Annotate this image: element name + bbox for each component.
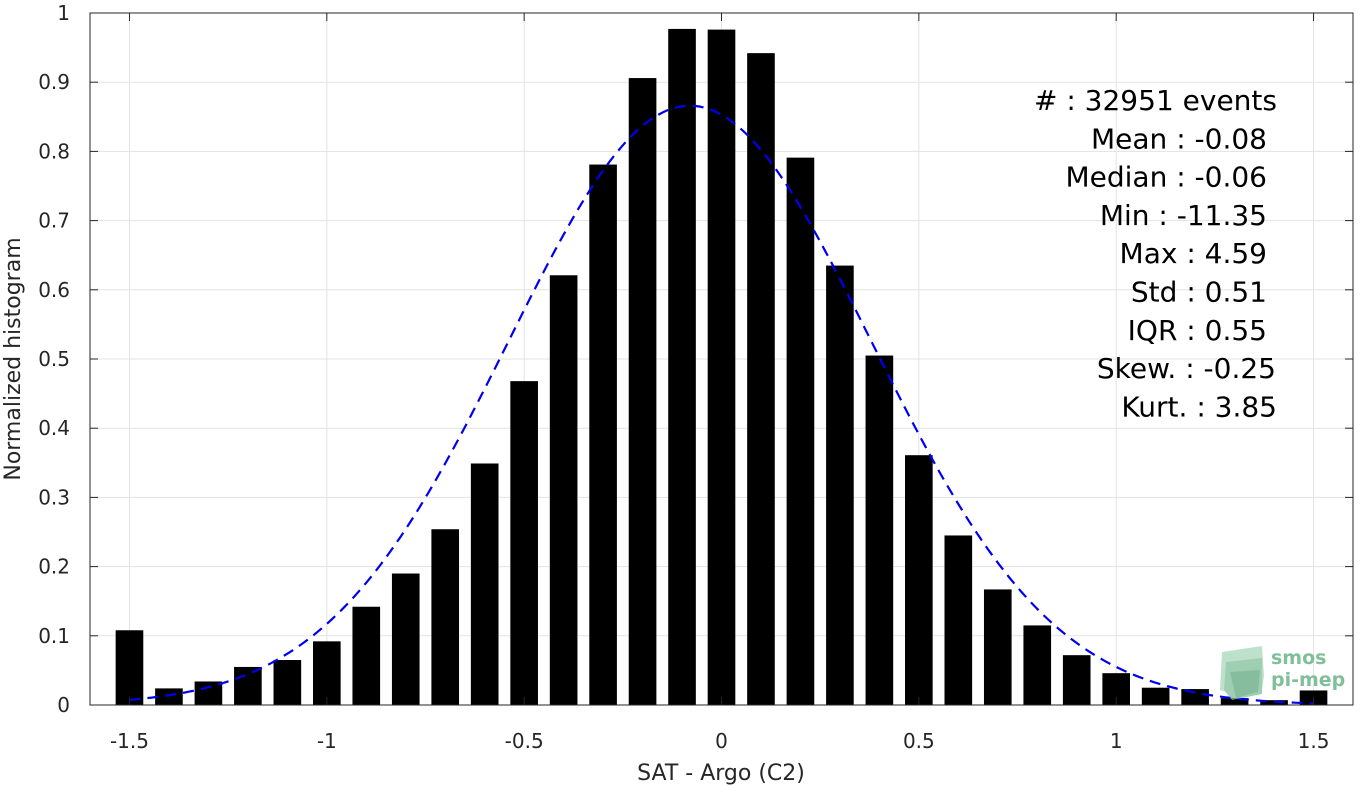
y-tick-label: 0.5 — [38, 347, 70, 371]
histogram-bar — [826, 265, 854, 705]
histogram-bar — [234, 666, 262, 705]
histogram-bar — [549, 275, 578, 705]
y-tick-label: 1 — [57, 1, 70, 25]
y-tick-label: 0.6 — [38, 278, 70, 302]
histogram-bar — [1023, 625, 1052, 705]
histogram-bar — [391, 573, 420, 705]
y-axis-ticks: 0 0.1 0.2 0.3 0.4 0.5 0.6 0.7 0.8 0.9 1 — [38, 1, 1353, 717]
stat-line: # : 32951 events — [1034, 84, 1277, 117]
histogram-bar — [1220, 698, 1249, 705]
histogram-bar — [944, 535, 973, 705]
stat-line: Min : -11.35 — [1100, 199, 1267, 232]
y-tick-label: 0.8 — [38, 139, 70, 163]
histogram-bar — [786, 157, 815, 706]
stat-line: Max : 4.59 — [1120, 237, 1267, 270]
histogram-bar — [1141, 687, 1170, 705]
stat-line: Median : -0.06 — [1065, 161, 1267, 194]
y-tick-label: 0.1 — [38, 624, 70, 648]
histogram-bar — [628, 78, 657, 706]
histogram-bar — [115, 630, 144, 705]
smos-pimep-logo: smos pi-mep — [1220, 646, 1345, 700]
x-tick-label: -1.5 — [110, 729, 149, 753]
histogram-bar — [1062, 655, 1091, 705]
histogram-bar — [747, 53, 775, 706]
x-tick-label: 1 — [1110, 729, 1123, 753]
histogram-bar — [470, 463, 499, 705]
histogram-bar — [273, 660, 302, 705]
logo-text-line2: pi-mep — [1271, 669, 1345, 691]
histogram-bars — [115, 28, 1328, 706]
y-tick-label: 0.9 — [38, 70, 70, 94]
stat-line: IQR : 0.55 — [1128, 314, 1267, 347]
histogram-bar — [155, 688, 183, 705]
x-axis-ticks: -1.5 -1 -0.5 0 0.5 1 1.5 — [110, 13, 1329, 753]
x-tick-label: -1 — [317, 729, 337, 753]
histogram-bar — [1181, 689, 1209, 705]
histogram-bar — [589, 164, 617, 706]
stat-line: Mean : -0.08 — [1091, 122, 1267, 155]
stat-line: Std : 0.51 — [1131, 276, 1267, 309]
y-tick-label: 0.2 — [38, 555, 70, 579]
histogram-bar — [983, 589, 1012, 705]
histogram-bar — [905, 455, 933, 705]
x-axis-label: SAT - Argo (C2) — [637, 761, 805, 786]
histogram-bar — [312, 641, 341, 705]
x-tick-label: 0.5 — [903, 729, 935, 753]
x-tick-label: -0.5 — [505, 729, 544, 753]
stat-line: Kurt. : 3.85 — [1121, 390, 1277, 423]
histogram-bar — [510, 381, 538, 705]
histogram-bar — [352, 606, 381, 705]
y-tick-label: 0.4 — [38, 416, 70, 440]
logo-text-line1: smos — [1271, 647, 1326, 669]
y-tick-label: 0.3 — [38, 485, 70, 509]
histogram-bar — [194, 681, 223, 705]
y-axis-label: Normalized histogram — [1, 237, 26, 480]
y-tick-label: 0 — [57, 693, 70, 717]
x-tick-label: 1.5 — [1298, 729, 1330, 753]
histogram-bar — [865, 355, 894, 705]
x-tick-label: 0 — [715, 729, 728, 753]
statistics-annotation: # : 32951 events Mean : -0.08 Median : -0.… — [1034, 84, 1277, 423]
y-tick-label: 0.7 — [38, 209, 70, 233]
histogram-bar — [707, 29, 736, 706]
histogram-bar — [431, 529, 460, 705]
stat-line: Skew. : -0.25 — [1097, 352, 1276, 385]
histogram-bar — [668, 28, 696, 705]
logo-mark-icon — [1220, 646, 1264, 700]
